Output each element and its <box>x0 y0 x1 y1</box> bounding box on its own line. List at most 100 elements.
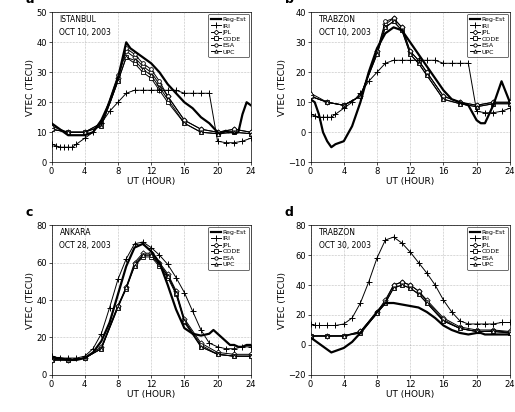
Reg-Est <box>90 350 96 355</box>
IRI <box>190 309 196 314</box>
Reg-Est <box>107 320 113 325</box>
ESA <box>248 130 254 135</box>
Line: JPL: JPL <box>49 251 253 362</box>
JPL <box>65 130 71 135</box>
CODE <box>165 275 171 280</box>
ESA <box>181 318 187 323</box>
JPL <box>507 329 513 334</box>
CODE <box>507 330 513 335</box>
UPC <box>416 292 422 297</box>
Legend: Reg-Est, IRI, JPL, CODE, ESA, UPC: Reg-Est, IRI, JPL, CODE, ESA, UPC <box>208 14 249 57</box>
IRI <box>223 140 229 145</box>
JPL <box>424 297 430 302</box>
IRI <box>324 115 330 120</box>
JPL <box>416 58 422 63</box>
IRI <box>173 88 179 93</box>
CODE <box>382 300 388 305</box>
JPL <box>214 130 220 135</box>
IRI <box>173 275 179 280</box>
Reg-Est <box>416 52 422 57</box>
IRI <box>341 321 347 326</box>
IRI <box>490 110 496 115</box>
UPC <box>341 103 347 108</box>
Reg-Est <box>206 121 212 126</box>
Line: Reg-Est: Reg-Est <box>311 303 510 352</box>
Reg-Est <box>223 339 229 344</box>
Line: UPC: UPC <box>308 283 512 338</box>
ESA <box>490 100 496 105</box>
IRI <box>357 91 364 96</box>
UPC <box>165 97 171 102</box>
JPL <box>416 288 422 293</box>
Reg-Est <box>341 139 347 144</box>
JPL <box>382 22 388 27</box>
ESA <box>341 103 347 108</box>
CODE <box>140 70 146 75</box>
CODE <box>165 100 171 105</box>
Text: TRABZON
OCT 10, 2003: TRABZON OCT 10, 2003 <box>319 15 370 37</box>
JPL <box>357 329 364 334</box>
UPC <box>148 253 154 258</box>
Reg-Est <box>131 49 138 54</box>
Reg-Est <box>210 328 216 332</box>
ESA <box>148 253 154 258</box>
UPC <box>181 318 187 323</box>
UPC <box>507 101 513 106</box>
IRI <box>416 58 422 63</box>
Reg-Est <box>81 133 88 138</box>
IRI <box>307 112 314 117</box>
JPL <box>131 260 138 265</box>
CODE <box>131 264 138 269</box>
JPL <box>390 283 397 288</box>
Reg-Est <box>332 349 338 353</box>
IRI <box>332 323 338 328</box>
ESA <box>424 70 430 75</box>
Reg-Est <box>206 331 212 336</box>
Reg-Est <box>490 332 496 337</box>
IRI <box>214 139 220 144</box>
CODE <box>407 52 414 57</box>
UPC <box>399 28 405 33</box>
IRI <box>507 106 513 111</box>
JPL <box>165 94 171 99</box>
IRI <box>157 253 163 258</box>
Reg-Est <box>239 344 246 349</box>
IRI <box>53 143 59 148</box>
CODE <box>198 344 204 349</box>
IRI <box>366 280 372 285</box>
IRI <box>449 61 455 66</box>
Reg-Est <box>390 300 397 305</box>
CODE <box>390 19 397 24</box>
JPL <box>81 356 88 360</box>
IRI <box>123 91 129 96</box>
IRI <box>465 321 471 326</box>
JPL <box>98 121 105 126</box>
UPC <box>115 305 121 310</box>
IRI <box>482 321 488 326</box>
IRI <box>507 320 513 325</box>
Reg-Est <box>73 133 79 138</box>
JPL <box>115 303 121 308</box>
IRI <box>65 356 71 360</box>
IRI <box>407 250 414 255</box>
ESA <box>165 94 171 99</box>
IRI <box>57 356 63 360</box>
UPC <box>357 330 364 335</box>
ESA <box>407 283 414 288</box>
Reg-Est <box>341 346 347 351</box>
UPC <box>424 73 430 78</box>
Reg-Est <box>499 332 505 337</box>
ESA <box>165 273 171 278</box>
IRI <box>206 91 212 96</box>
IRI <box>107 109 113 114</box>
JPL <box>248 352 254 357</box>
UPC <box>231 354 237 359</box>
IRI <box>382 61 388 66</box>
CODE <box>148 76 154 81</box>
Reg-Est <box>53 356 59 360</box>
Reg-Est <box>312 338 318 343</box>
IRI <box>165 88 171 93</box>
IRI <box>349 100 355 105</box>
IRI <box>131 88 138 93</box>
ESA <box>98 346 105 351</box>
